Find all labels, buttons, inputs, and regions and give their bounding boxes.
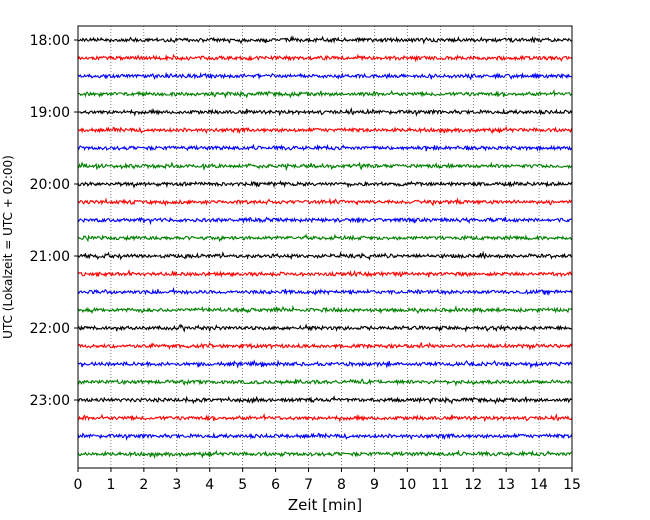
trace-line (77, 341, 573, 351)
y-axis-label: UTC (Lokalzeit = UTC + 02:00) (1, 155, 15, 339)
trace-line (77, 432, 573, 442)
trace-line (77, 71, 573, 81)
y-tick-label: 22:00 (30, 321, 70, 337)
trace-line (77, 161, 573, 172)
trace-line (77, 412, 573, 423)
y-tick-label: 18:00 (30, 33, 70, 49)
y-tick-label: 21:00 (30, 249, 70, 265)
x-tick-label: 7 (304, 477, 313, 493)
trace-line (77, 378, 573, 387)
x-tick-label: 5 (238, 477, 247, 493)
trace-line (77, 107, 573, 118)
x-tick-label: 4 (205, 477, 214, 493)
x-tick-label: 12 (464, 477, 482, 493)
x-tick-label: 11 (431, 477, 449, 493)
trace-line (77, 216, 573, 226)
x-tick-label: 8 (337, 477, 346, 493)
trace-line (77, 233, 573, 243)
x-tick-label: 6 (271, 477, 280, 493)
trace-line (77, 250, 573, 261)
x-tick-label: 9 (370, 477, 379, 493)
trace-line (77, 269, 573, 278)
plot-frame (77, 25, 573, 469)
trace-line (77, 53, 573, 63)
trace-line (77, 197, 573, 207)
y-tick-label: 19:00 (30, 105, 70, 121)
y-axis: 18:00 19:00 20:00 21:00 22:00 23:00 (30, 33, 78, 409)
x-tick-label: 2 (139, 477, 148, 493)
x-tick-label: 13 (497, 477, 515, 493)
x-tick-label: 14 (530, 477, 548, 493)
x-tick-label: 3 (172, 477, 181, 493)
y-tick-label: 23:00 (30, 393, 70, 409)
x-axis-label: Zeit [min] (288, 496, 362, 514)
y-tick-label: 20:00 (30, 177, 70, 193)
trace-line (77, 359, 573, 370)
trace-line (77, 395, 573, 405)
trace-line (77, 88, 573, 99)
trace-line (77, 35, 573, 45)
x-axis: 0 1 2 3 4 5 6 7 8 9 10 11 12 13 14 15 (74, 468, 581, 493)
trace-line (77, 304, 573, 315)
trace-line (78, 323, 572, 333)
trace-line (77, 143, 573, 152)
trace-line (77, 125, 573, 135)
trace-line (77, 179, 573, 189)
x-tick-label: 10 (398, 477, 416, 493)
trace-line (77, 286, 573, 296)
trace-line (77, 449, 573, 460)
x-tick-label: 1 (106, 477, 115, 493)
x-tick-label: 15 (563, 477, 581, 493)
x-tick-label: 0 (74, 477, 83, 493)
seismic-traces (77, 35, 573, 460)
